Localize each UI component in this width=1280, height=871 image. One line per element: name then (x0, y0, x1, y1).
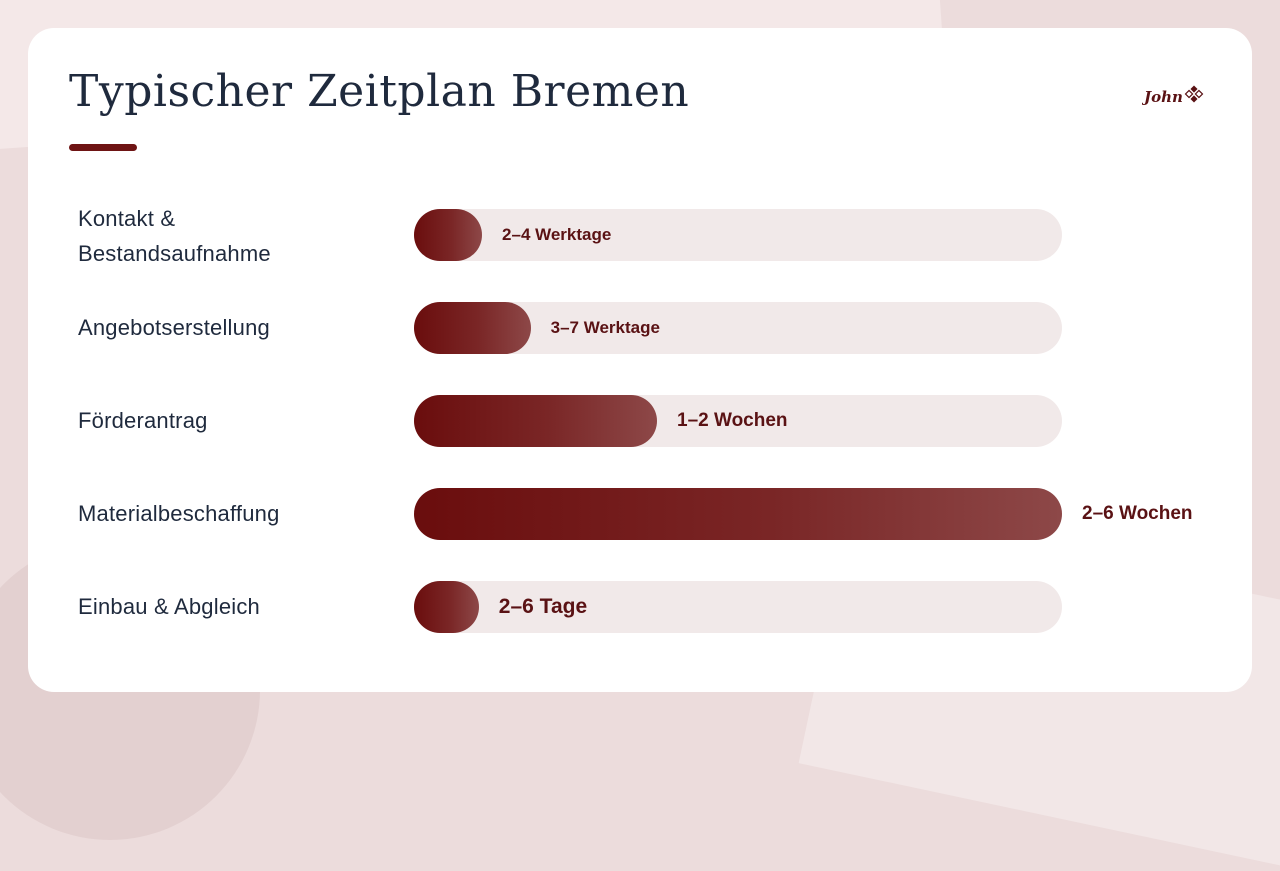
bar (414, 581, 479, 633)
bar-track: 2–6 Tage (414, 581, 1062, 633)
bar (414, 488, 1062, 540)
bar (414, 209, 483, 261)
bar-value-label: 1–2 Wochen (677, 410, 788, 431)
category-label: Einbau & Abgleich (78, 594, 260, 619)
category-label: Förderantrag (78, 408, 208, 433)
bar-track: 2–4 Werktage (414, 209, 1062, 261)
title-underline (69, 144, 137, 151)
bar-value-label: 3–7 Werktage (550, 318, 660, 337)
bar-value-label: 2–6 Wochen (1082, 503, 1193, 524)
bar-track: 1–2 Wochen (414, 395, 1062, 447)
category-label: Kontakt & Bestandsaufnahme (78, 206, 271, 266)
slide-card: Typischer Zeitplan Bremen John Kontakt &… (28, 28, 1252, 692)
svg-text:John: John (1142, 88, 1183, 106)
slide-title: Typischer Zeitplan Bremen (69, 66, 690, 117)
bar (414, 302, 531, 354)
bar-track: 2–6 Wochen (414, 488, 1193, 540)
bar-value-label: 2–6 Tage (498, 595, 588, 618)
company-logo: John (1142, 85, 1204, 106)
bar-value-label: 2–4 Werktage (502, 225, 612, 244)
bar-track: 3–7 Werktage (414, 302, 1062, 354)
category-label: Materialbeschaffung (78, 501, 280, 526)
bar (414, 395, 657, 447)
category-label: Angebotserstellung (78, 315, 270, 340)
